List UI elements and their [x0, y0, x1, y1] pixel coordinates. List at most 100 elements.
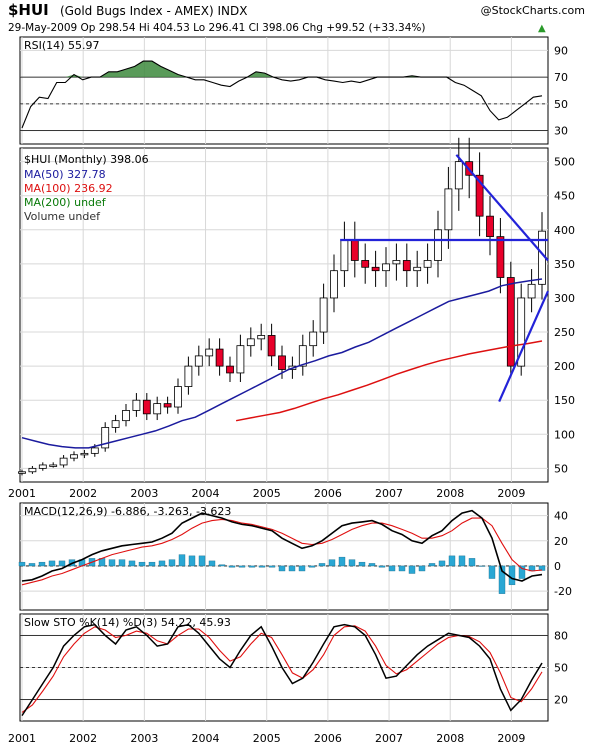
- candle-body: [80, 452, 89, 456]
- candle-body: [70, 454, 78, 459]
- y-tick-label: 30: [554, 125, 568, 138]
- x-tick-label: 2004: [192, 487, 220, 500]
- x-tick-label: 2001: [8, 732, 36, 745]
- macd-histogram-bar: [338, 556, 346, 567]
- macd-histogram-bar: [458, 555, 466, 567]
- y-tick-label: 70: [554, 71, 568, 84]
- x-tick-label: 2001: [8, 487, 36, 500]
- rising-trendline: [498, 290, 550, 403]
- candle-body: [371, 266, 380, 272]
- macd-histogram-bar: [108, 559, 116, 567]
- x-tick-label: 2009: [497, 487, 525, 500]
- x-tick-label: 2002: [69, 487, 97, 500]
- candle-body: [278, 355, 286, 370]
- candle-body: [413, 266, 422, 272]
- candle-body: [392, 260, 401, 265]
- candle-body: [298, 345, 307, 367]
- macd-histogram-bar: [308, 565, 316, 568]
- macd-histogram-bar: [28, 563, 36, 567]
- macd-histogram-bar: [288, 565, 296, 572]
- candle-body: [330, 270, 338, 299]
- watermark: @StockCharts.com: [481, 4, 585, 17]
- y-tick-label: 400: [554, 224, 575, 237]
- x-axis-bottom: 2001 2002 2003 2004 2005 2006 2007 2008 2009: [8, 732, 525, 745]
- macd-histogram-bar: [138, 561, 146, 567]
- candle-body: [475, 174, 484, 217]
- x-tick-label: 2005: [253, 732, 281, 745]
- candle-body: [423, 260, 432, 268]
- macd-histogram-bar: [118, 559, 126, 567]
- macd-histogram-bar: [278, 565, 286, 572]
- candle-body: [454, 161, 463, 190]
- x-tick-label: 2008: [436, 732, 464, 745]
- symbol-label: $HUI: [8, 1, 49, 19]
- macd-histogram-bar: [318, 563, 326, 567]
- candle-body: [153, 403, 162, 415]
- candle-body: [246, 338, 255, 347]
- macd-histogram-bar: [518, 565, 526, 579]
- price-legend-title: $HUI (Monthly) 398.06: [24, 153, 149, 166]
- y-tick-label: 20: [554, 535, 568, 548]
- price-panel: 500 450 400 350 300 250 200 150 100 50 $HUI (Mont…: [18, 137, 575, 483]
- x-tick-label: 2005: [253, 487, 281, 500]
- macd-histogram-bar: [208, 560, 216, 567]
- index-name: (Gold Bugs Index - AMEX) INDX: [60, 4, 247, 18]
- y-tick-label: 500: [554, 156, 575, 169]
- y-tick-label: 300: [554, 292, 575, 305]
- macd-histogram-bar: [358, 561, 366, 567]
- macd-histogram-bar: [58, 560, 66, 567]
- x-tick-label: 2003: [130, 487, 158, 500]
- macd-histogram-bar: [48, 560, 56, 567]
- volume-legend: Volume undef: [24, 210, 101, 223]
- macd-histogram-bar: [238, 565, 246, 568]
- candle-body: [194, 355, 203, 367]
- macd-histogram-bar: [438, 560, 446, 567]
- x-axis-top: 2001 2002 2003 2004 2005 2006 2007 2008 2009: [8, 487, 525, 500]
- candle-body: [101, 427, 110, 449]
- macd-histogram-bar: [498, 565, 506, 594]
- candle-body: [111, 420, 120, 428]
- sto-legend: Slow STO %K(14) %D(3) 54.22, 45.93: [24, 616, 231, 629]
- macd-histogram-bar: [218, 564, 226, 567]
- y-tick-label: 150: [554, 394, 575, 407]
- candle-body: [49, 464, 58, 467]
- macd-histogram-bar: [388, 565, 396, 572]
- macd-histogram-bar: [378, 565, 386, 568]
- rsi-line: [21, 60, 543, 129]
- y-tick-label: 50: [554, 98, 568, 111]
- candle-body: [319, 297, 328, 333]
- ma50-legend: MA(50) 327.78: [24, 168, 106, 181]
- x-tick-label: 2007: [375, 732, 403, 745]
- macd-histogram-bar: [418, 565, 426, 572]
- x-tick-label: 2004: [192, 732, 220, 745]
- macd-signal-line: [21, 517, 543, 586]
- sto-k-line: [21, 623, 543, 717]
- quote-line: 29-May-2009 Op 298.54 Hi 404.53 Lo 296.4…: [8, 22, 425, 34]
- x-tick-label: 2007: [375, 487, 403, 500]
- x-tick-label: 2008: [436, 487, 464, 500]
- candle-body: [350, 239, 359, 261]
- candle-body: [486, 215, 494, 238]
- macd-histogram-bar: [198, 555, 206, 567]
- ma50-line: [21, 278, 543, 449]
- macd-legend: MACD(12,26,9) -6.886, -3.263, -3.623: [24, 505, 231, 518]
- ma100-line: [235, 340, 543, 422]
- macd-histogram-bar: [468, 558, 476, 567]
- y-tick-label: 40: [554, 510, 568, 523]
- candle-body: [18, 471, 26, 474]
- candle-body: [122, 410, 130, 422]
- candle-body: [174, 386, 182, 408]
- macd-histogram-bar: [348, 559, 356, 567]
- macd-histogram-bar: [408, 565, 416, 574]
- x-tick-label: 2006: [314, 487, 342, 500]
- macd-histogram-bar: [178, 554, 186, 567]
- macd-histogram-bar: [398, 565, 406, 572]
- macd-histogram-bar: [168, 559, 176, 567]
- x-tick-label: 2009: [497, 732, 525, 745]
- macd-histogram-bar: [148, 561, 156, 567]
- y-tick-label: 0: [554, 560, 561, 573]
- candle-body: [340, 239, 349, 272]
- candle-body: [184, 365, 193, 387]
- y-tick-label: 50: [554, 462, 568, 475]
- y-tick-label: 100: [554, 428, 575, 441]
